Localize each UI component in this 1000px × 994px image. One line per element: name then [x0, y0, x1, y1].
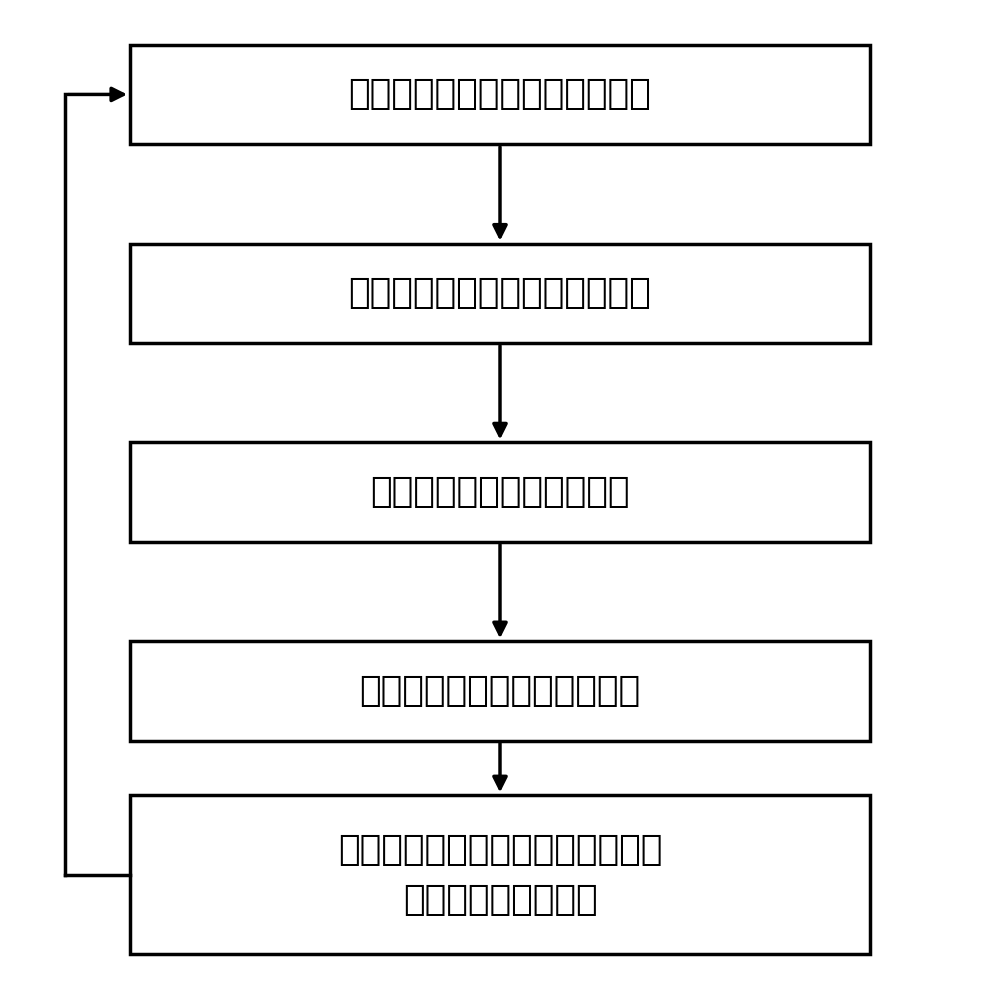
Text: 更换操作者，信息采集模块对当前
操作者信息予以重置: 更换操作者，信息采集模块对当前 操作者信息予以重置	[338, 833, 662, 916]
Bar	[130, 641, 870, 741]
Bar	[130, 244, 870, 343]
Bar	[130, 45, 870, 144]
Text: 信息采集模块采集员工身份信息: 信息采集模块采集员工身份信息	[349, 78, 651, 111]
Text: 计件模块统计完成的工件信息: 计件模块统计完成的工件信息	[359, 674, 641, 708]
Text: 信息处理模块匹配员工身份信息: 信息处理模块匹配员工身份信息	[349, 276, 651, 310]
Bar	[130, 795, 870, 954]
Bar	[130, 442, 870, 542]
Text: 权限管理模块分配操作权限: 权限管理模块分配操作权限	[370, 475, 630, 509]
